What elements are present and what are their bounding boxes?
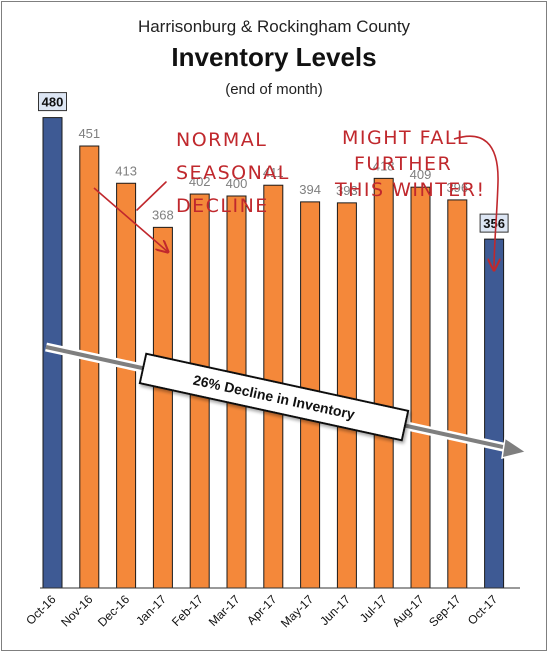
tick-label-jul-17: Jul-17: [357, 592, 390, 625]
value-label-oct-16: 480: [42, 95, 64, 110]
chart-note: (end of month): [225, 81, 323, 98]
trend-annotation: 26% Decline in Inventory: [45, 342, 528, 460]
tick-label-apr-17: Apr-17: [244, 592, 280, 628]
seasonal-note-line-1: NORMAL: [176, 129, 267, 151]
bar-jul-17: [373, 177, 394, 589]
winter-note-arrow: [453, 135, 498, 270]
value-label-mar-17: 400: [226, 176, 248, 191]
value-label-aug-17: 409: [410, 167, 432, 182]
value-label-feb-17: 402: [189, 174, 211, 189]
winter-annotation: MIGHT FALL FURTHER THIS WINTER!: [334, 127, 498, 270]
tick-label-jun-17: Jun-17: [317, 592, 353, 628]
winter-note-line-1: MIGHT FALL: [342, 127, 469, 149]
tick-label-oct-17: Oct-17: [465, 592, 501, 628]
chart-title: Inventory Levels: [171, 42, 376, 72]
bar-dec-16: [116, 182, 137, 589]
tick-label-mar-17: Mar-17: [206, 592, 243, 629]
winter-note-line-3: THIS WINTER!: [334, 179, 486, 201]
bar-nov-16: [79, 145, 100, 589]
tick-label-oct-16: Oct-16: [23, 592, 59, 628]
tick-label-sep-17: Sep-17: [426, 592, 463, 629]
seasonal-note-tick: [136, 181, 167, 211]
value-label-jun-17: 393: [336, 183, 358, 198]
bar-oct-17: [484, 238, 505, 589]
seasonal-note-arrow: [93, 187, 168, 252]
bar-jan-17: [152, 226, 173, 589]
value-label-jan-17: 368: [152, 207, 174, 222]
winter-note-line-2: FURTHER: [354, 153, 452, 175]
tick-label-jan-17: Jan-17: [133, 592, 169, 628]
tick-label-nov-16: Nov-16: [58, 592, 95, 629]
value-label-dec-16: 413: [115, 163, 137, 178]
trend-banner-box: [138, 352, 410, 442]
tick-label-aug-17: Aug-17: [389, 592, 426, 629]
seasonal-note-line-3: DECLINE: [176, 195, 269, 217]
value-label-jul-17: 418: [373, 158, 395, 173]
bar-sep-17: [447, 199, 468, 589]
value-label-sep-17: 396: [446, 180, 468, 195]
value-label-apr-17: 411: [263, 165, 284, 180]
value-label-box-oct-17: [479, 213, 509, 233]
value-label-box-oct-16: [38, 92, 67, 112]
value-label-may-17: 394: [299, 182, 321, 197]
tick-label-may-17: May-17: [278, 592, 316, 630]
value-label-nov-16: 451: [78, 126, 100, 141]
x-axis-ticks: Oct-16 Nov-16 Dec-16 Jan-17 Feb-17 Mar-17 Apr-…: [23, 592, 500, 630]
tick-label-dec-16: Dec-16: [95, 592, 132, 629]
seasonal-annotation: NORMAL SEASONAL DECLINE: [93, 129, 290, 252]
value-label-oct-17: 356: [483, 216, 505, 231]
seasonal-note-line-2: SEASONAL: [176, 162, 290, 184]
trend-arrow-head: [501, 436, 528, 460]
bar-aug-17: [410, 186, 431, 589]
tick-label-feb-17: Feb-17: [169, 592, 206, 629]
chart-subtitle: Harrisonburg & Rockingham County: [138, 17, 411, 36]
